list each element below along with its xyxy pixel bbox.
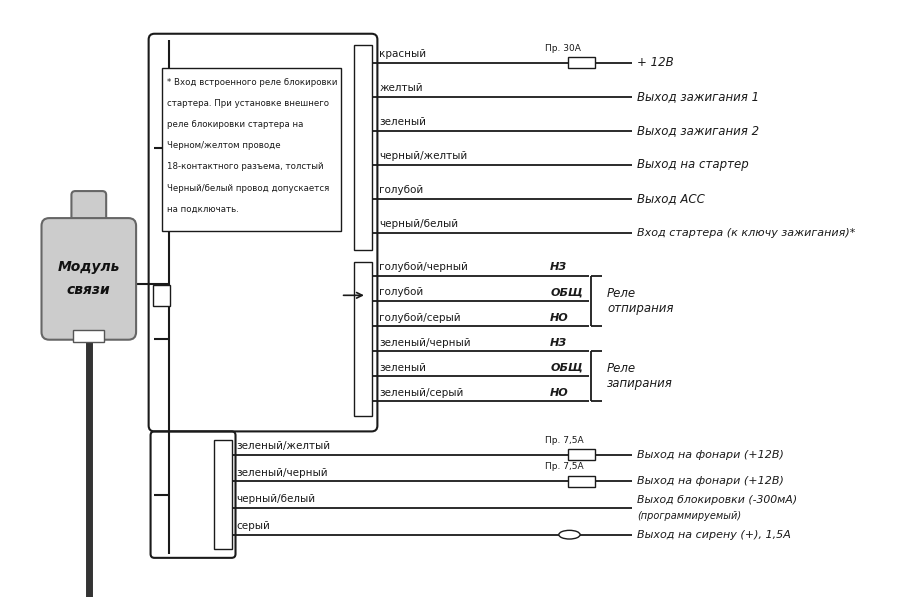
Text: НО: НО <box>550 388 569 398</box>
Text: (программируемый): (программируемый) <box>637 511 742 520</box>
Text: зеленый/черный: зеленый/черный <box>379 337 471 348</box>
Text: красный: красный <box>379 49 427 59</box>
Text: связи: связи <box>67 283 111 297</box>
Bar <box>568 449 595 460</box>
Text: Вход стартера (к ключу зажигания)*: Вход стартера (к ключу зажигания)* <box>637 227 855 238</box>
Ellipse shape <box>559 530 580 539</box>
Text: Пр. 30А: Пр. 30А <box>545 44 581 53</box>
Text: Выход АСС: Выход АСС <box>637 192 705 205</box>
Text: голубой/серый: голубой/серый <box>379 313 461 322</box>
Text: Пр. 7,5А: Пр. 7,5А <box>545 435 584 444</box>
Text: голубой/черный: голубой/черный <box>379 262 468 272</box>
Text: Выход на фонари (+12В): Выход на фонари (+12В) <box>637 476 784 486</box>
Text: НЗ: НЗ <box>550 262 567 272</box>
Text: зеленый: зеленый <box>379 117 427 127</box>
Text: реле блокировки стартера на: реле блокировки стартера на <box>167 120 303 129</box>
Text: Пр. 7,5А: Пр. 7,5А <box>545 462 584 471</box>
Text: зеленый: зеленый <box>379 363 427 373</box>
Text: Черный/белый провод допускается: Черный/белый провод допускается <box>167 184 329 193</box>
Bar <box>74 330 104 342</box>
Bar <box>568 476 595 486</box>
Text: ОБЩ: ОБЩ <box>550 363 583 373</box>
Text: Выход на стартер: Выход на стартер <box>637 158 749 171</box>
Text: зеленый/желтый: зеленый/желтый <box>237 441 330 451</box>
Text: черный/белый: черный/белый <box>237 494 316 504</box>
Text: НЗ: НЗ <box>550 337 567 348</box>
Text: голубой: голубой <box>379 288 424 297</box>
Text: Выход на сирену (+), 1,5А: Выход на сирену (+), 1,5А <box>637 530 791 540</box>
Text: 18-контактного разъема, толстый: 18-контактного разъема, толстый <box>167 162 324 171</box>
Text: стартера. При установке внешнего: стартера. При установке внешнего <box>167 98 329 108</box>
Text: зеленый/серый: зеленый/серый <box>379 388 464 398</box>
Text: Модуль: Модуль <box>58 260 120 274</box>
Bar <box>214 440 231 549</box>
Text: Реле
отпирания: Реле отпирания <box>608 287 673 315</box>
Text: НО: НО <box>550 313 569 322</box>
Text: черный/белый: черный/белый <box>379 219 458 229</box>
Text: + 12В: + 12В <box>637 56 674 69</box>
Bar <box>162 69 341 230</box>
Text: голубой: голубой <box>379 185 424 195</box>
Text: Выход на фонари (+12В): Выход на фонари (+12В) <box>637 449 784 460</box>
Text: Реле
запирания: Реле запирания <box>608 362 673 390</box>
Text: на подключать.: на подключать. <box>167 205 238 214</box>
Bar <box>568 57 595 68</box>
Text: черный/желтый: черный/желтый <box>379 151 468 161</box>
FancyBboxPatch shape <box>41 218 136 340</box>
Bar <box>355 261 372 416</box>
Text: * Вход встроенного реле блокировки: * Вход встроенного реле блокировки <box>167 77 338 86</box>
Text: зеленый/черный: зеленый/черный <box>237 468 328 478</box>
Text: Черном/желтом проводе: Черном/желтом проводе <box>167 141 281 150</box>
Text: серый: серый <box>237 521 270 531</box>
Bar <box>355 46 372 250</box>
Text: Выход блокировки (-300мА): Выход блокировки (-300мА) <box>637 496 797 505</box>
Text: ОБЩ: ОБЩ <box>550 288 583 297</box>
Text: желтый: желтый <box>379 83 423 93</box>
Text: Выход зажигания 2: Выход зажигания 2 <box>637 124 760 137</box>
FancyBboxPatch shape <box>71 191 106 235</box>
Bar <box>152 285 170 306</box>
Text: Выход зажигания 1: Выход зажигания 1 <box>637 90 760 103</box>
